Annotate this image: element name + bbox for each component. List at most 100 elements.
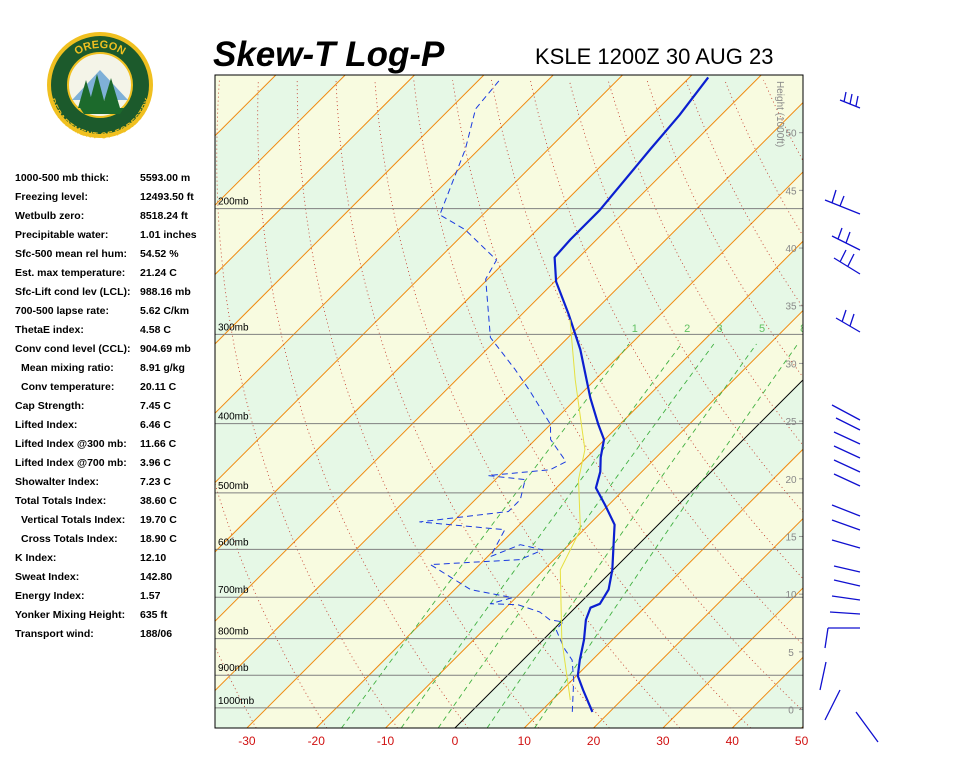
isotherm-grid-line	[593, 517, 803, 728]
isotherm-grid-line	[801, 725, 803, 728]
index-row: 700-500 lapse rate: 5.62 C/km	[15, 301, 215, 320]
sounding-line	[419, 79, 575, 712]
index-row: Est. max temperature: 21.24 C	[15, 263, 215, 282]
index-value: 635 ft	[140, 608, 168, 621]
mixing-ratio-line	[341, 343, 630, 728]
index-row: Yonker Mixing Height: 635 ft	[15, 605, 215, 624]
index-value: 5.62 C/km	[140, 304, 190, 317]
indices-table: 1000-500 mb thick: 5593.00 m Freezing leve…	[15, 168, 215, 643]
mixing-ratio-line	[400, 343, 682, 728]
y2-tick-label: 40	[785, 244, 797, 255]
mixing-ratio-label: 8	[800, 323, 806, 335]
dry-adiabat	[491, 79, 803, 646]
isotherm	[215, 101, 803, 692]
x-tick-label: 30	[656, 734, 670, 748]
wind-barb	[824, 189, 861, 215]
index-label: Lifted Index:	[15, 418, 78, 431]
isotherm-grid-line	[246, 171, 803, 728]
x-tick-label: -10	[377, 734, 395, 748]
isotherm	[215, 75, 762, 622]
isotherm	[215, 75, 623, 484]
wind-barb	[835, 309, 861, 333]
index-value: 12493.50 ft	[140, 190, 194, 203]
index-value: 54.52 %	[140, 247, 179, 260]
wind-barb	[829, 504, 861, 615]
mixing-ratio-line	[534, 343, 799, 728]
index-value: 188/06	[140, 627, 173, 640]
dry-adiabat	[802, 79, 803, 83]
logo-trees	[78, 74, 124, 114]
x-tick-label: 0	[452, 734, 459, 748]
mixing-ratio-label: 1	[632, 323, 638, 335]
wind-barbs	[819, 91, 879, 743]
index-label: 1000-500 mb thick:	[15, 171, 109, 184]
isotherm	[215, 75, 346, 206]
y-tick-label: 800mb	[218, 627, 249, 638]
index-row: Cap Strength: 7.45 C	[15, 396, 215, 415]
x-tick-label: -30	[238, 734, 256, 748]
index-value: 6.46 C	[140, 418, 171, 431]
dry-adiabat	[919, 80, 960, 728]
mixing-ratio-label: 5	[759, 323, 765, 335]
wind-barb	[819, 627, 879, 743]
y2-axis-label: Height (1000ft)	[774, 81, 785, 147]
x-tick-label: 40	[726, 734, 740, 748]
index-value: 8.91 g/kg	[140, 361, 185, 374]
index-row: Total Totals Index: 38.60 C	[15, 491, 215, 510]
index-label: Total Totals Index:	[15, 494, 107, 507]
logo: OREGON DEPARTMENT OF FORESTRY	[47, 32, 153, 140]
x-tick-label: 50	[795, 734, 809, 748]
index-value: 904.69 mb	[140, 342, 191, 355]
index-label: Sweat Index:	[15, 570, 80, 583]
logo-top-text-path: OREGON	[73, 39, 128, 58]
index-label: Cross Totals Index:	[21, 532, 118, 545]
x-tick-label: 20	[587, 734, 601, 748]
x-tick-label: -20	[308, 734, 326, 748]
index-value: 12.10	[140, 551, 167, 564]
isotherm-band	[215, 75, 803, 691]
isotherm-grid-line	[385, 309, 803, 728]
dry-adiabat	[880, 80, 960, 728]
isotherm-grid-line	[315, 240, 803, 728]
plot-frame	[214, 74, 804, 729]
index-label: Mean mixing ratio:	[21, 361, 114, 374]
y2-tick-label: 30	[785, 359, 797, 370]
isotherm-grid-line	[662, 587, 803, 728]
isotherm-grid-line	[523, 448, 803, 728]
index-label: Precipitable water:	[15, 228, 109, 241]
index-value: 19.70 C	[140, 513, 177, 526]
index-row: Mean mixing ratio: 8.91 g/kg	[15, 358, 215, 377]
index-value: 8518.24 ft	[140, 209, 188, 222]
index-row: Transport wind: 188/06	[15, 624, 215, 643]
isotherm-band	[871, 75, 960, 728]
y-tick-label: 300mb	[218, 322, 249, 333]
zero-isotherm	[454, 379, 803, 728]
dry-adiabat	[685, 79, 803, 309]
index-value: 5593.00 m	[140, 171, 191, 184]
index-row: Vertical Totals Index: 19.70 C	[15, 510, 215, 529]
index-label: Yonker Mixing Height:	[15, 608, 126, 621]
index-label: Sfc-500 mean rel hum:	[15, 247, 128, 260]
dry-adiabat	[530, 79, 803, 580]
sounding-line	[553, 76, 710, 713]
index-label: Showalter Index:	[15, 475, 100, 488]
index-label: Wetbulb zero:	[15, 209, 85, 222]
y-tick-label: 1000mb	[218, 696, 255, 707]
index-label: Conv cond level (CCL):	[15, 342, 131, 355]
index-label: K Index:	[15, 551, 57, 564]
index-value: 21.24 C	[140, 266, 177, 279]
y-tick-label: 600mb	[218, 537, 249, 548]
y-tick-label: 200mb	[218, 197, 249, 208]
index-value: 38.60 C	[140, 494, 177, 507]
mixing-ratio-label: 2	[684, 323, 690, 335]
index-row: Sfc-Lift cond lev (LCL): 988.16 mb	[15, 282, 215, 301]
y2-tick-label: 10	[785, 590, 797, 601]
index-row: Lifted Index: 6.46 C	[15, 415, 215, 434]
index-label: Lifted Index @700 mb:	[15, 456, 127, 469]
index-value: 1.57	[140, 589, 161, 602]
isotherm	[215, 75, 693, 553]
index-value: 4.58 C	[140, 323, 171, 336]
mixing-ratio-line	[437, 343, 715, 728]
index-label: Vertical Totals Index:	[21, 513, 126, 526]
